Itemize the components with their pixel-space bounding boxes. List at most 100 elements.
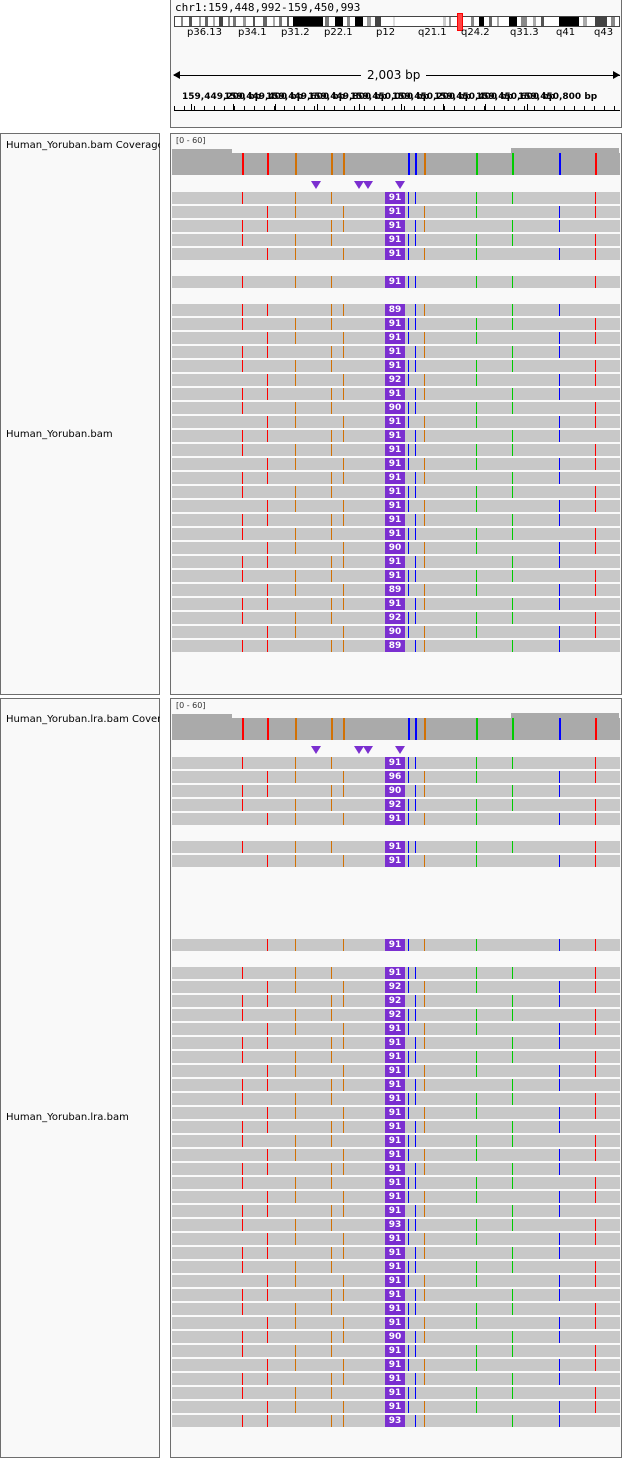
aligned-read[interactable]: 91 [172, 1121, 620, 1133]
insertion-count-label[interactable]: 91 [385, 1387, 405, 1399]
aligned-read[interactable]: 91 [172, 1359, 620, 1371]
aligned-read[interactable]: 91 [172, 192, 620, 204]
insertion-count-label[interactable]: 91 [385, 1163, 405, 1175]
insertion-count-label[interactable]: 91 [385, 1345, 405, 1357]
insertion-count-label[interactable]: 89 [385, 640, 405, 652]
insertion-count-label[interactable]: 91 [385, 1191, 405, 1203]
insertion-count-label[interactable]: 91 [385, 472, 405, 484]
aligned-read[interactable]: 91 [172, 360, 620, 372]
insertion-count-label[interactable]: 91 [385, 1023, 405, 1035]
aligned-read[interactable]: 91 [172, 1107, 620, 1119]
insertion-count-label[interactable]: 92 [385, 981, 405, 993]
insertion-count-label[interactable]: 91 [385, 1233, 405, 1245]
insertion-count-label[interactable]: 91 [385, 192, 405, 204]
insertion-count-label[interactable]: 91 [385, 514, 405, 526]
insertion-count-label[interactable]: 91 [385, 1121, 405, 1133]
insertion-count-label[interactable]: 91 [385, 1051, 405, 1063]
chromosome-ideogram[interactable] [174, 16, 620, 27]
aligned-read[interactable]: 91 [172, 1387, 620, 1399]
insertion-count-label[interactable]: 91 [385, 430, 405, 442]
insertion-count-label[interactable]: 91 [385, 1093, 405, 1105]
aligned-read[interactable]: 91 [172, 514, 620, 526]
aligned-read[interactable]: 91 [172, 1177, 620, 1189]
aligned-read[interactable]: 90 [172, 542, 620, 554]
aligned-read[interactable]: 91 [172, 1317, 620, 1329]
aligned-read[interactable]: 91 [172, 1051, 620, 1063]
insertion-count-label[interactable]: 91 [385, 1373, 405, 1385]
insertion-count-label[interactable]: 91 [385, 416, 405, 428]
aligned-read[interactable]: 91 [172, 416, 620, 428]
aligned-read[interactable]: 91 [172, 276, 620, 288]
insertion-count-label[interactable]: 91 [385, 967, 405, 979]
insertion-count-label[interactable]: 92 [385, 995, 405, 1007]
insertion-count-label[interactable]: 93 [385, 1415, 405, 1427]
aligned-read[interactable]: 91 [172, 1023, 620, 1035]
aligned-read[interactable]: 91 [172, 220, 620, 232]
aligned-read[interactable]: 91 [172, 1401, 620, 1413]
aligned-read[interactable]: 89 [172, 304, 620, 316]
aligned-read[interactable]: 91 [172, 556, 620, 568]
aligned-read[interactable]: 91 [172, 1163, 620, 1175]
insertion-count-label[interactable]: 91 [385, 1037, 405, 1049]
aligned-read[interactable]: 91 [172, 1233, 620, 1245]
insertion-count-label[interactable]: 91 [385, 1135, 405, 1147]
insertion-count-label[interactable]: 96 [385, 771, 405, 783]
insertion-count-label[interactable]: 91 [385, 1275, 405, 1287]
aligned-read[interactable]: 90 [172, 785, 620, 797]
insertion-count-label[interactable]: 92 [385, 374, 405, 386]
insertion-count-label[interactable]: 90 [385, 402, 405, 414]
aligned-read[interactable]: 91 [172, 598, 620, 610]
aligned-read[interactable]: 91 [172, 444, 620, 456]
insertion-count-label[interactable]: 93 [385, 1219, 405, 1231]
aligned-read[interactable]: 91 [172, 332, 620, 344]
aligned-read[interactable]: 89 [172, 640, 620, 652]
insertion-marker-icon[interactable] [311, 181, 321, 189]
insertion-count-label[interactable]: 89 [385, 304, 405, 316]
aligned-read[interactable]: 92 [172, 981, 620, 993]
aligned-read[interactable]: 93 [172, 1219, 620, 1231]
insertion-count-label[interactable]: 91 [385, 276, 405, 288]
insertion-count-label[interactable]: 91 [385, 598, 405, 610]
insertion-marker-icon[interactable] [363, 746, 373, 754]
aligned-read[interactable]: 92 [172, 612, 620, 624]
insertion-count-label[interactable]: 91 [385, 1247, 405, 1259]
insertion-count-label[interactable]: 91 [385, 528, 405, 540]
insertion-count-label[interactable]: 91 [385, 1401, 405, 1413]
aligned-read[interactable]: 91 [172, 1345, 620, 1357]
insertion-marker-icon[interactable] [354, 746, 364, 754]
insertion-count-label[interactable]: 91 [385, 360, 405, 372]
insertion-count-label[interactable]: 91 [385, 206, 405, 218]
alignment-data-panel[interactable]: [0 - 60] 91 91 91 91 91 91 89 91 91 91 91 92 91 90 91 9… [170, 133, 622, 695]
aligned-read[interactable]: 91 [172, 939, 620, 951]
insertion-count-label[interactable]: 91 [385, 556, 405, 568]
insertion-count-label[interactable]: 91 [385, 318, 405, 330]
aligned-read[interactable]: 93 [172, 1415, 620, 1427]
aligned-read[interactable]: 90 [172, 1331, 620, 1343]
aligned-read[interactable]: 92 [172, 374, 620, 386]
insertion-count-label[interactable]: 89 [385, 584, 405, 596]
aligned-read[interactable]: 91 [172, 1303, 620, 1315]
locus-box[interactable]: chr1:159,448,992-159,450,993 [175, 1, 361, 14]
ruler[interactable]: 159,449,200 bp 159,449,400 bp 159,449,600 … [171, 90, 621, 120]
insertion-marker-icon[interactable] [395, 746, 405, 754]
aligned-read[interactable]: 91 [172, 346, 620, 358]
aligned-read[interactable]: 91 [172, 1373, 620, 1385]
aligned-read[interactable]: 91 [172, 500, 620, 512]
insertion-count-label[interactable]: 91 [385, 855, 405, 867]
aligned-read[interactable]: 91 [172, 248, 620, 260]
insertion-count-label[interactable]: 92 [385, 799, 405, 811]
insertion-count-label[interactable]: 91 [385, 939, 405, 951]
aligned-read[interactable]: 91 [172, 841, 620, 853]
insertion-count-label[interactable]: 92 [385, 612, 405, 624]
aligned-read[interactable]: 91 [172, 1275, 620, 1287]
insertion-count-label[interactable]: 91 [385, 486, 405, 498]
aligned-read[interactable]: 92 [172, 1009, 620, 1021]
insertion-count-label[interactable]: 91 [385, 813, 405, 825]
alignment-track-name[interactable]: Human_Yoruban.lra.bam [6, 1112, 129, 1123]
aligned-read[interactable]: 91 [172, 1079, 620, 1091]
aligned-read[interactable]: 91 [172, 813, 620, 825]
aligned-read[interactable]: 91 [172, 458, 620, 470]
aligned-read[interactable]: 91 [172, 472, 620, 484]
aligned-read[interactable]: 91 [172, 1065, 620, 1077]
insertion-count-label[interactable]: 91 [385, 248, 405, 260]
